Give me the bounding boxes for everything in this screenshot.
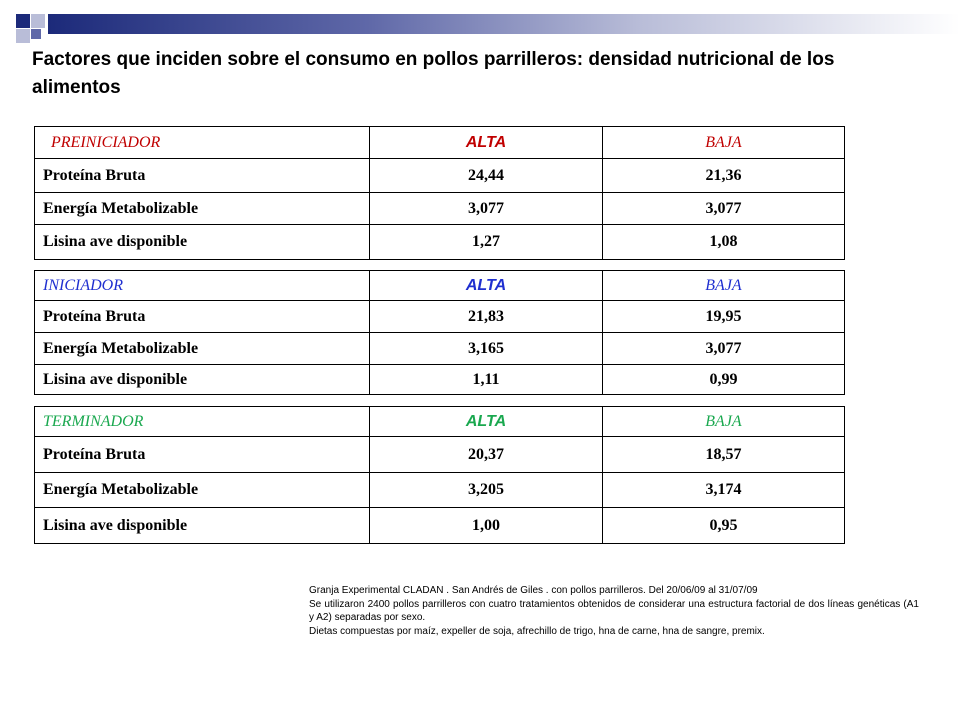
table-header-row: PREINICIADOR ALTA BAJA <box>34 126 845 159</box>
decor-square-dark <box>16 14 30 28</box>
table-terminador: TERMINADOR ALTA BAJA Proteína Bruta 20,3… <box>34 406 845 544</box>
decor-square-light <box>16 29 30 43</box>
note-line-method: Se utilizaron 2400 pollos parrilleros co… <box>309 598 919 624</box>
row-label: Energía Metabolizable <box>34 332 370 365</box>
table-row: Proteína Bruta 20,37 18,57 <box>34 436 845 473</box>
table-row: Lisina ave disponible 1,00 0,95 <box>34 507 845 544</box>
table-row: Lisina ave disponible 1,27 1,08 <box>34 224 845 260</box>
baja-value: 19,95 <box>602 300 845 333</box>
table-preiniciador: PREINICIADOR ALTA BAJA Proteína Bruta 24… <box>34 126 845 260</box>
baja-header: BAJA <box>602 126 845 159</box>
alta-value: 1,00 <box>369 507 603 544</box>
stage-label: TERMINADOR <box>34 406 370 437</box>
table-header-row: INICIADOR ALTA BAJA <box>34 270 845 301</box>
baja-value: 0,95 <box>602 507 845 544</box>
row-label: Lisina ave disponible <box>34 507 370 544</box>
baja-header: BAJA <box>602 270 845 301</box>
baja-header: BAJA <box>602 406 845 437</box>
table-row: Lisina ave disponible 1,11 0,99 <box>34 364 845 395</box>
alta-value: 20,37 <box>369 436 603 473</box>
row-label: Proteína Bruta <box>34 158 370 193</box>
row-label: Energía Metabolizable <box>34 472 370 508</box>
alta-value: 21,83 <box>369 300 603 333</box>
row-label: Lisina ave disponible <box>34 364 370 395</box>
table-row: Energía Metabolizable 3,165 3,077 <box>34 332 845 365</box>
alta-value: 3,165 <box>369 332 603 365</box>
table-iniciador: INICIADOR ALTA BAJA Proteína Bruta 21,83… <box>34 270 845 395</box>
note-line-source: Granja Experimental CLADAN . San Andrés … <box>309 585 758 596</box>
baja-value: 18,57 <box>602 436 845 473</box>
alta-value: 1,11 <box>369 364 603 395</box>
baja-value: 1,08 <box>602 224 845 260</box>
alta-value: 1,27 <box>369 224 603 260</box>
table-row: Proteína Bruta 24,44 21,36 <box>34 158 845 193</box>
note-line-diets: Dietas compuestas por maíz, expeller de … <box>309 625 765 637</box>
table-row: Proteína Bruta 21,83 19,95 <box>34 300 845 333</box>
alta-header: ALTA <box>369 270 603 301</box>
baja-value: 3,174 <box>602 472 845 508</box>
table-header-row: TERMINADOR ALTA BAJA <box>34 406 845 437</box>
decor-square-mid <box>31 29 41 39</box>
alta-header: ALTA <box>369 126 603 159</box>
row-label: Proteína Bruta <box>34 300 370 333</box>
alta-value: 3,205 <box>369 472 603 508</box>
decor-gradient-bar <box>48 14 960 34</box>
source-note: Granja Experimental CLADAN . San Andrés … <box>309 584 919 638</box>
alta-value: 3,077 <box>369 192 603 225</box>
table-row: Energía Metabolizable 3,205 3,174 <box>34 472 845 508</box>
stage-label: INICIADOR <box>34 270 370 301</box>
baja-value: 0,99 <box>602 364 845 395</box>
alta-value: 24,44 <box>369 158 603 193</box>
alta-header: ALTA <box>369 406 603 437</box>
baja-value: 21,36 <box>602 158 845 193</box>
stage-label: PREINICIADOR <box>34 126 370 159</box>
baja-value: 3,077 <box>602 332 845 365</box>
baja-value: 3,077 <box>602 192 845 225</box>
slide-title: Factores que inciden sobre el consumo en… <box>32 49 835 98</box>
decor-square-light <box>31 14 45 28</box>
row-label: Energía Metabolizable <box>34 192 370 225</box>
table-row: Energía Metabolizable 3,077 3,077 <box>34 192 845 225</box>
row-label: Proteína Bruta <box>34 436 370 473</box>
row-label: Lisina ave disponible <box>34 224 370 260</box>
